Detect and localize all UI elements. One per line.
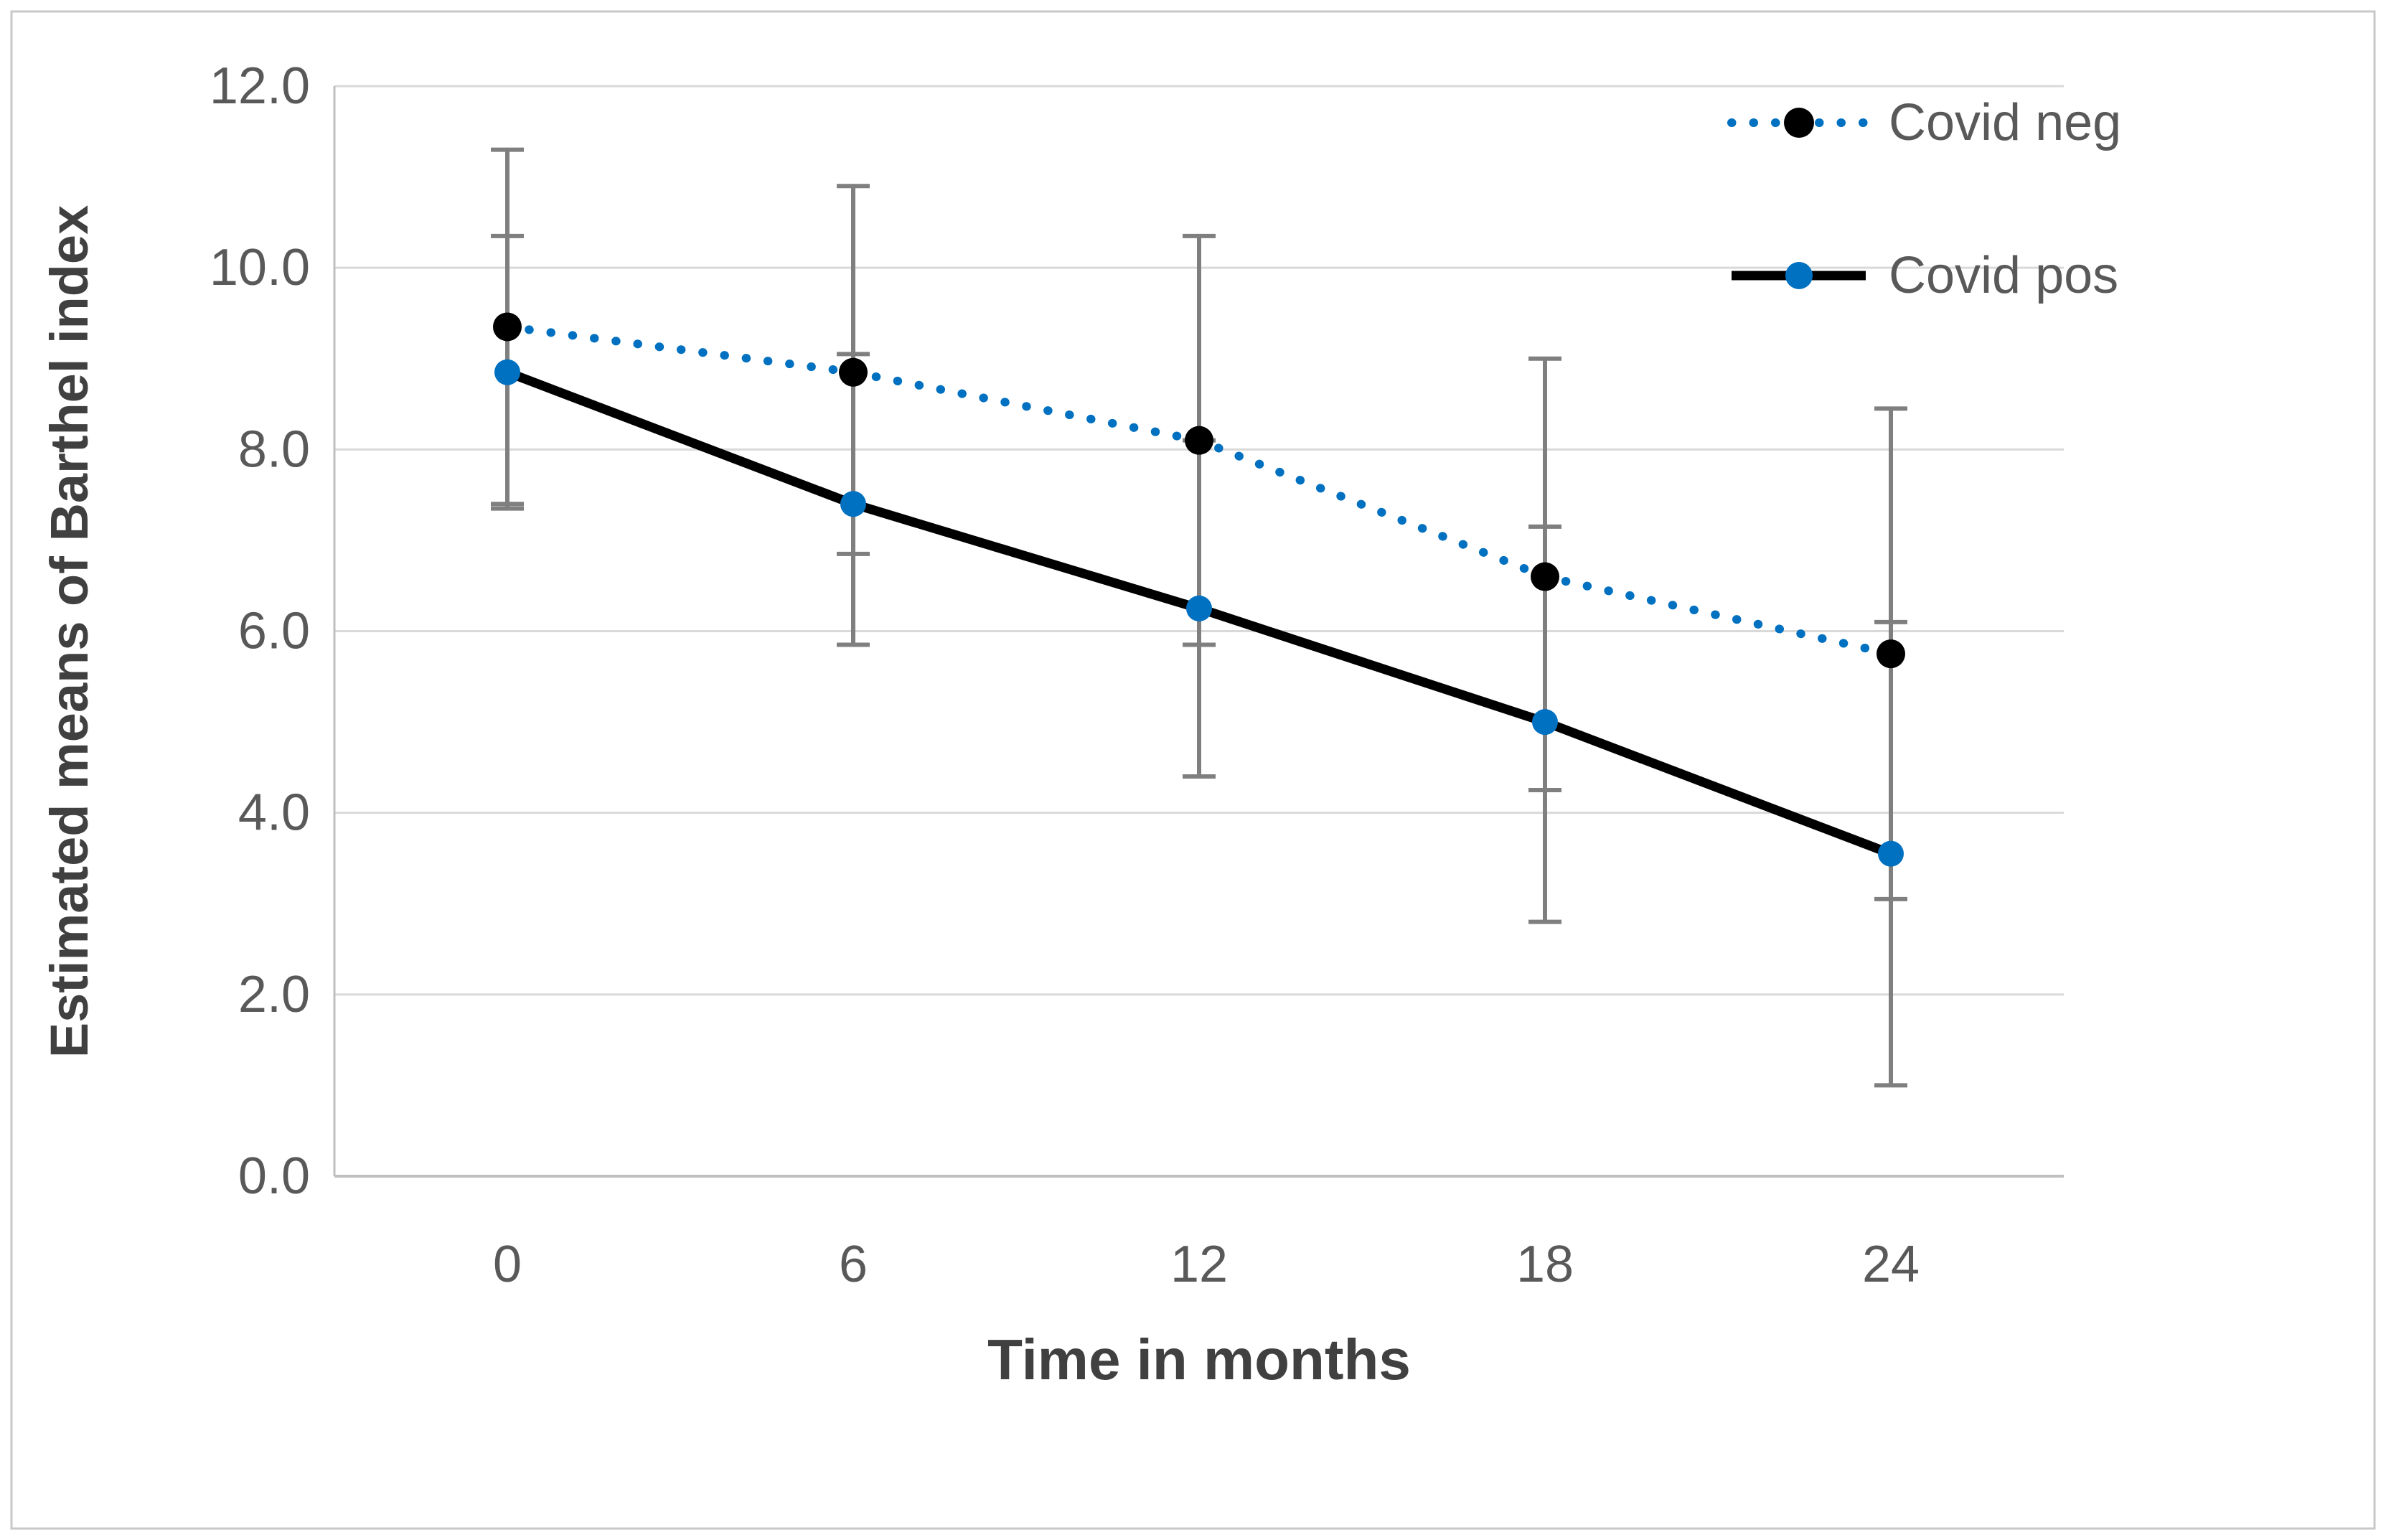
x-axis-title: Time in months xyxy=(987,1328,1411,1391)
y-tick-label: 2.0 xyxy=(238,966,310,1023)
marker-covid-neg xyxy=(493,312,522,342)
marker-covid-pos xyxy=(1532,709,1558,736)
tick-labels-layer: 0.0 2.0 4.0 6.0 8.0 10.0 12.0 0 6 12 18 24 xyxy=(210,57,1920,1293)
marker-covid-pos xyxy=(494,359,520,385)
x-tick-label: 12 xyxy=(1170,1236,1228,1293)
legend-label: Covid pos xyxy=(1889,247,2118,304)
legend-label: Covid neg xyxy=(1889,94,2121,151)
x-tick-label: 0 xyxy=(493,1236,522,1293)
marker-covid-pos xyxy=(1186,595,1212,621)
marker-covid-neg xyxy=(1531,562,1559,591)
y-tick-label: 8.0 xyxy=(238,421,310,478)
legend: Covid neg Covid pos xyxy=(1727,94,2121,304)
figure-border xyxy=(10,10,2376,1530)
y-tick-label: 4.0 xyxy=(238,784,310,842)
marker-covid-neg xyxy=(839,357,868,387)
y-tick-label: 12.0 xyxy=(210,57,310,115)
marker-covid-pos xyxy=(840,491,866,517)
marker-covid-pos xyxy=(1878,840,1904,867)
marker-covid-neg xyxy=(1877,639,1905,669)
legend-entry-covid-neg: Covid neg xyxy=(1727,94,2121,151)
y-tick-label: 0.0 xyxy=(238,1147,310,1205)
legend-marker xyxy=(1785,262,1813,289)
y-tick-label: 10.0 xyxy=(210,239,310,296)
legend-marker xyxy=(1784,108,1814,138)
x-tick-label: 18 xyxy=(1516,1236,1574,1293)
y-axis-title: Estimated means of Barthel index xyxy=(39,205,99,1058)
marker-covid-neg xyxy=(1185,426,1213,455)
series-markers-layer xyxy=(493,312,1905,867)
legend-entry-covid-pos: Covid pos xyxy=(1732,247,2118,304)
x-tick-label: 24 xyxy=(1862,1236,1920,1293)
y-tick-label: 6.0 xyxy=(238,603,310,660)
x-tick-label: 6 xyxy=(839,1236,868,1293)
